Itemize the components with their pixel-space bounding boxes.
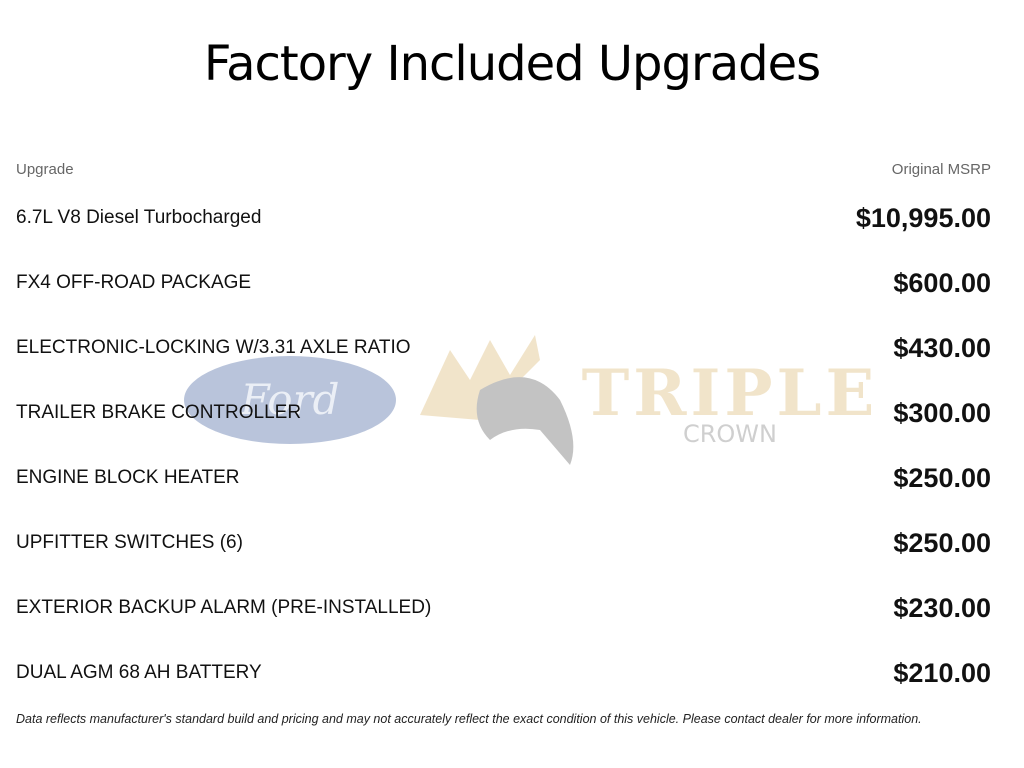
svg-text:CROWN: CROWN [683, 420, 777, 448]
column-header-upgrade: Upgrade [16, 161, 74, 178]
upgrade-name: ELECTRONIC-LOCKING W/3.31 AXLE RATIO [16, 337, 411, 358]
upgrade-name: UPFITTER SWITCHES (6) [16, 532, 243, 553]
upgrade-price: $300.00 [893, 397, 991, 428]
upgrade-row: ENGINE BLOCK HEATER $250.00 [16, 458, 991, 498]
horse-head-icon [476, 377, 574, 465]
dealer-watermark-logo: Ford TRIPLE CROWN [184, 335, 879, 465]
upgrade-name: ENGINE BLOCK HEATER [16, 467, 240, 488]
upgrade-name: DUAL AGM 68 AH BATTERY [16, 662, 262, 683]
upgrade-price: $250.00 [893, 462, 991, 493]
column-header-msrp: Original MSRP [891, 161, 991, 178]
upgrade-name: 6.7L V8 Diesel Turbocharged [16, 207, 262, 228]
upgrade-row: EXTERIOR BACKUP ALARM (PRE-INSTALLED) $23… [16, 588, 991, 628]
crown-icon [420, 335, 540, 420]
upgrade-row: ELECTRONIC-LOCKING W/3.31 AXLE RATIO $430… [16, 328, 991, 368]
upgrade-name: TRAILER BRAKE CONTROLLER [16, 402, 302, 423]
upgrade-price: $600.00 [893, 267, 991, 298]
svg-text:TRIPLE: TRIPLE [582, 356, 879, 431]
upgrade-name: FX4 OFF-ROAD PACKAGE [16, 272, 252, 293]
upgrade-price: $430.00 [893, 332, 991, 363]
upgrade-price: $210.00 [893, 657, 991, 688]
upgrade-price: $230.00 [893, 592, 991, 623]
upgrade-price: $10,995.00 [855, 202, 991, 233]
upgrade-row: UPFITTER SWITCHES (6) $250.00 [16, 523, 991, 563]
upgrade-row: DUAL AGM 68 AH BATTERY $210.00 [16, 653, 991, 693]
upgrade-row: 6.7L V8 Diesel Turbocharged $10,995.00 [16, 198, 991, 238]
page-title: Factory Included Upgrades [203, 36, 821, 92]
ford-oval-logo [184, 356, 396, 444]
upgrade-row: TRAILER BRAKE CONTROLLER $300.00 [16, 393, 991, 433]
disclaimer: Data reflects manufacturer's standard bu… [16, 712, 922, 726]
upgrade-row: FX4 OFF-ROAD PACKAGE $600.00 [16, 263, 991, 303]
svg-text:Ford: Ford [239, 375, 339, 424]
upgrade-name: EXTERIOR BACKUP ALARM (PRE-INSTALLED) [16, 597, 432, 618]
upgrade-price: $250.00 [893, 527, 991, 558]
